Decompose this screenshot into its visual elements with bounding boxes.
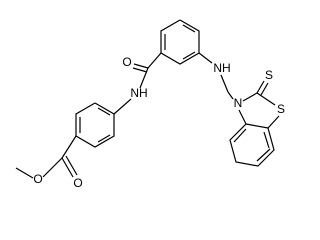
atom-label: NH xyxy=(130,86,147,100)
double-bond xyxy=(263,131,270,149)
bond xyxy=(15,167,34,179)
ring xyxy=(229,123,275,167)
molecule-diagram: O O NH O NH N S S xyxy=(15,19,285,190)
bond xyxy=(245,123,269,129)
bond xyxy=(113,98,132,115)
double-bond xyxy=(97,134,111,143)
bond xyxy=(42,157,63,178)
bond xyxy=(147,52,162,69)
atom-label: O xyxy=(122,55,131,69)
bond xyxy=(133,63,149,69)
atom-label: S xyxy=(277,102,285,116)
double-bond xyxy=(233,128,247,143)
double-bond xyxy=(97,107,111,116)
bond xyxy=(256,80,265,94)
ring xyxy=(75,102,115,148)
ring xyxy=(160,19,200,65)
bond xyxy=(61,135,77,159)
atom-label: N xyxy=(234,96,243,110)
bond xyxy=(260,82,269,96)
atom-labels: O O NH O NH N S S xyxy=(33,55,285,190)
atom-label: O xyxy=(73,176,82,190)
bonds xyxy=(15,19,280,179)
bond xyxy=(198,52,213,64)
bond xyxy=(61,157,74,178)
bond xyxy=(238,109,247,125)
bond xyxy=(132,67,148,73)
bond xyxy=(267,115,280,129)
bond xyxy=(220,74,229,93)
bond xyxy=(256,92,276,106)
double-bond xyxy=(182,51,196,60)
atom-label: O xyxy=(33,172,42,186)
bond xyxy=(227,91,234,100)
double-bond xyxy=(256,148,271,162)
atom-label: S xyxy=(265,68,273,82)
atom-label: NH xyxy=(213,61,230,75)
double-bond xyxy=(182,24,196,33)
bond xyxy=(65,155,78,176)
bond xyxy=(242,92,258,102)
